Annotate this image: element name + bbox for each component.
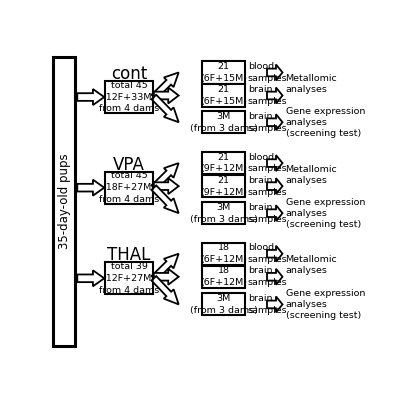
Polygon shape — [77, 270, 104, 286]
Polygon shape — [154, 269, 179, 285]
Text: brain
samples: brain samples — [248, 176, 288, 197]
Text: blood
samples: blood samples — [248, 153, 288, 174]
Text: 21
(6F+15M): 21 (6F+15M) — [200, 85, 247, 106]
FancyBboxPatch shape — [105, 262, 153, 294]
Text: brain
samples: brain samples — [248, 85, 288, 106]
Text: blood
samples: blood samples — [248, 62, 288, 83]
Polygon shape — [267, 65, 282, 81]
Text: brain
samples: brain samples — [248, 267, 288, 287]
Text: Metallomic
analyses: Metallomic analyses — [286, 74, 337, 94]
Text: total 45
(18F+27M)
from 4 dams: total 45 (18F+27M) from 4 dams — [99, 171, 159, 204]
Text: 21
(6F+15M): 21 (6F+15M) — [200, 62, 247, 83]
Text: brain
samples: brain samples — [248, 112, 288, 132]
FancyBboxPatch shape — [202, 175, 245, 197]
Polygon shape — [152, 276, 179, 304]
Text: 3M
(from 3 dams): 3M (from 3 dams) — [190, 203, 258, 223]
Polygon shape — [152, 73, 179, 99]
Text: total 45
(12F+33M)
from 4 dams: total 45 (12F+33M) from 4 dams — [99, 81, 159, 113]
FancyBboxPatch shape — [202, 85, 245, 107]
Text: VPA: VPA — [113, 156, 145, 174]
Polygon shape — [267, 205, 282, 221]
Polygon shape — [267, 114, 282, 130]
Text: total 39
(12F+27M)
from 4 dams: total 39 (12F+27M) from 4 dams — [99, 262, 159, 294]
FancyBboxPatch shape — [53, 57, 76, 346]
Polygon shape — [77, 180, 104, 196]
FancyBboxPatch shape — [202, 152, 245, 174]
Text: 21
(9F+12M): 21 (9F+12M) — [200, 176, 247, 197]
Polygon shape — [267, 87, 282, 103]
Text: 35-day-old pups: 35-day-old pups — [58, 154, 71, 249]
FancyBboxPatch shape — [105, 172, 153, 204]
Polygon shape — [267, 155, 282, 171]
Polygon shape — [77, 89, 104, 105]
Text: blood
samples: blood samples — [248, 243, 288, 264]
Polygon shape — [152, 254, 179, 280]
Polygon shape — [154, 87, 179, 103]
Polygon shape — [267, 296, 282, 312]
Text: 18
(6F+12M): 18 (6F+12M) — [200, 243, 247, 264]
Text: 3M
(from 3 dams): 3M (from 3 dams) — [190, 294, 258, 315]
Text: brain
samples: brain samples — [248, 294, 288, 315]
Polygon shape — [152, 163, 179, 190]
FancyBboxPatch shape — [202, 111, 245, 133]
Text: Metallomic
analyses: Metallomic analyses — [286, 165, 337, 185]
Text: Gene expression
analyses
(screening test): Gene expression analyses (screening test… — [286, 289, 365, 320]
Text: 18
(6F+12M): 18 (6F+12M) — [200, 267, 247, 287]
FancyBboxPatch shape — [105, 81, 153, 113]
Text: 21
(9F+12M): 21 (9F+12M) — [200, 153, 247, 174]
FancyBboxPatch shape — [202, 61, 245, 83]
Text: Metallomic
analyses: Metallomic analyses — [286, 255, 337, 275]
Polygon shape — [267, 246, 282, 262]
Text: Gene expression
analyses
(screening test): Gene expression analyses (screening test… — [286, 198, 365, 229]
Text: 3M
(from 3 dams): 3M (from 3 dams) — [190, 112, 258, 132]
Polygon shape — [267, 269, 282, 285]
Polygon shape — [267, 178, 282, 194]
Text: Gene expression
analyses
(screening test): Gene expression analyses (screening test… — [286, 107, 365, 138]
FancyBboxPatch shape — [202, 293, 245, 316]
FancyBboxPatch shape — [202, 243, 245, 265]
FancyBboxPatch shape — [202, 266, 245, 288]
FancyBboxPatch shape — [202, 202, 245, 224]
Text: THAL: THAL — [107, 246, 151, 264]
Polygon shape — [152, 95, 179, 122]
Polygon shape — [154, 178, 179, 194]
Text: cont: cont — [111, 65, 147, 83]
Text: brain
samples: brain samples — [248, 203, 288, 223]
Polygon shape — [152, 186, 179, 213]
